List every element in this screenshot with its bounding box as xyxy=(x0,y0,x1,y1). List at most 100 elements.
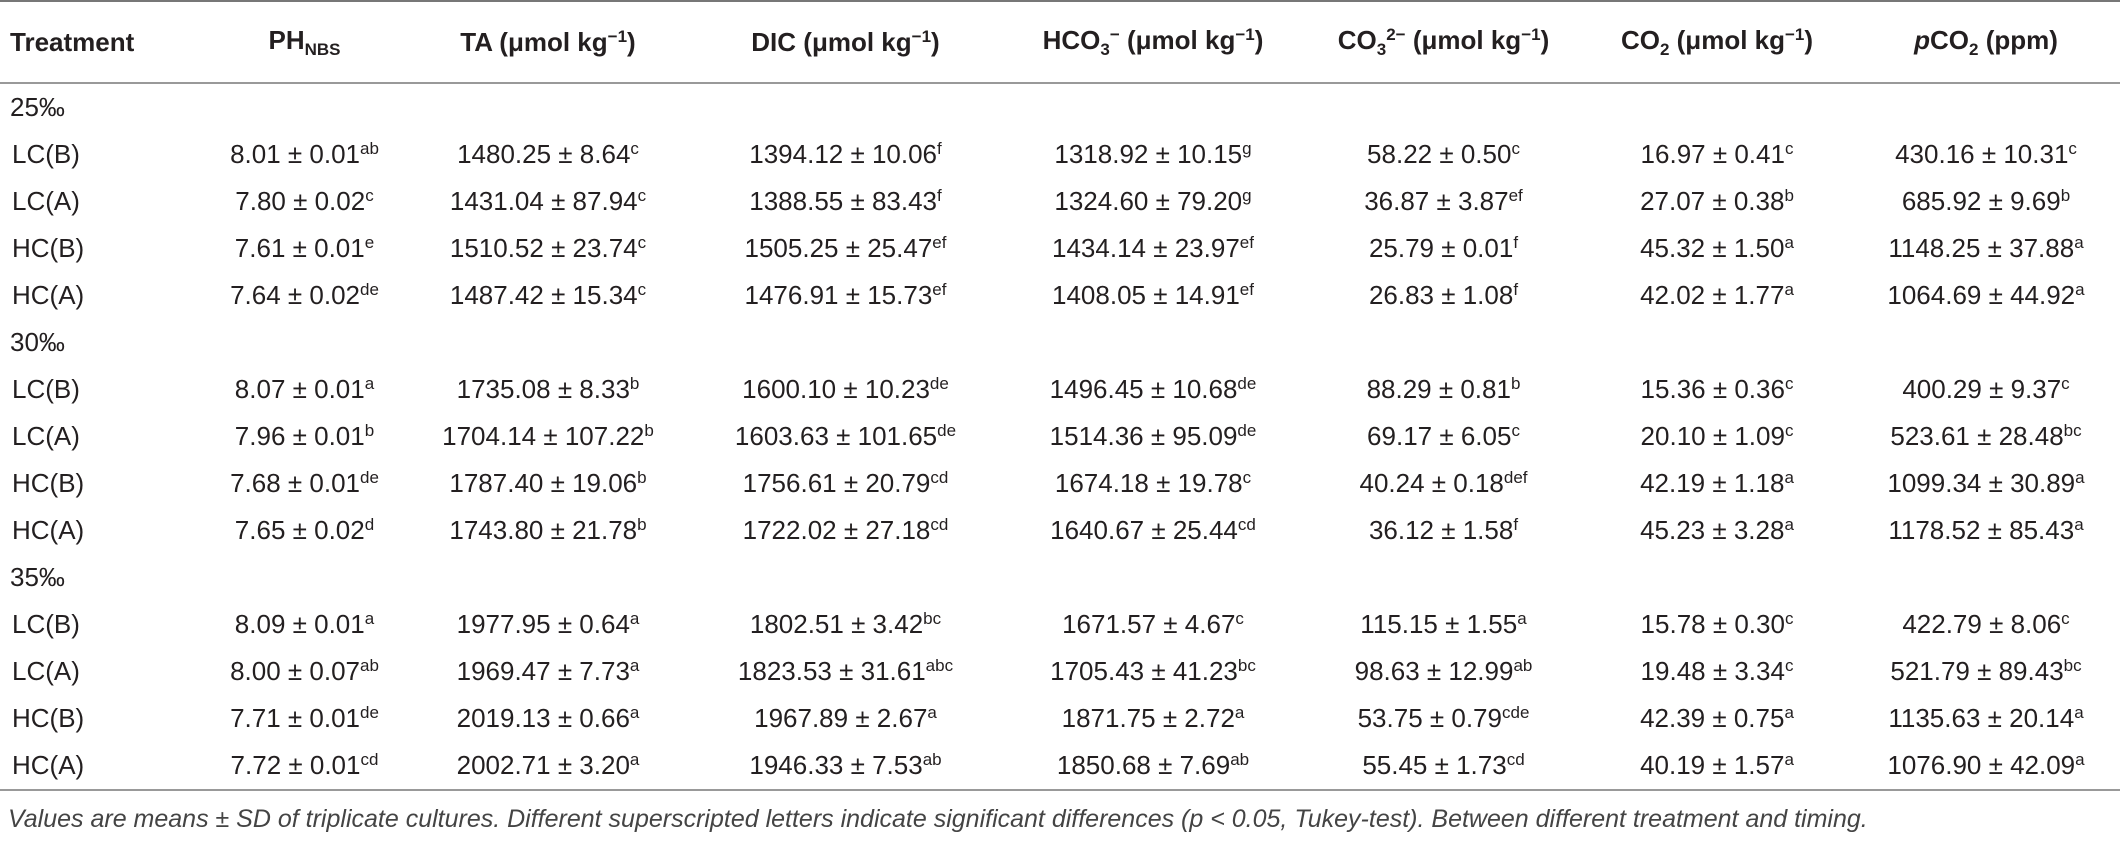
cell-value: 7.68 ± 0.01 xyxy=(230,468,360,498)
significance-letters: a xyxy=(1784,750,1794,769)
group-row: 25‰ xyxy=(0,83,2120,131)
header-text: −1 xyxy=(607,26,628,46)
cell: 1787.40 ± 19.06b xyxy=(406,460,690,507)
cell-value: 523.61 ± 28.48 xyxy=(1890,421,2064,451)
cell: 1318.92 ± 10.15g xyxy=(1001,131,1305,178)
cell: 1705.43 ± 41.23bc xyxy=(1001,648,1305,695)
header-text: (ppm) xyxy=(1978,24,2058,55)
cell-value: 1969.47 ± 7.73 xyxy=(456,656,630,686)
column-header: CO2 (μmol kg−1) xyxy=(1582,0,1852,84)
header-text: (μmol kg xyxy=(1119,24,1236,55)
cell: 1431.04 ± 87.94c xyxy=(406,178,690,225)
cell-value: 42.19 ± 1.18 xyxy=(1640,468,1785,498)
significance-letters: c xyxy=(1235,609,1244,628)
cell: 1743.80 ± 21.78b xyxy=(406,507,690,554)
treatment: LC(A) xyxy=(12,186,80,216)
significance-letters: de xyxy=(360,280,379,299)
cell: 7.64 ± 0.02de xyxy=(203,272,406,319)
cell-value: 2019.13 ± 0.66 xyxy=(456,703,630,733)
cell: 1514.36 ± 95.09de xyxy=(1001,413,1305,460)
column-header: PHNBS xyxy=(203,0,406,84)
cell: 1476.91 ± 15.73ef xyxy=(690,272,1001,319)
cell: 7.96 ± 0.01b xyxy=(203,413,406,460)
group-row: 35‰ xyxy=(0,554,2120,601)
cell-value: 88.29 ± 0.81 xyxy=(1366,374,1511,404)
significance-letters: a xyxy=(927,703,937,722)
significance-letters: abc xyxy=(925,656,954,675)
cell: 1969.47 ± 7.73a xyxy=(406,648,690,695)
cell: 40.24 ± 0.18def xyxy=(1305,460,1582,507)
cell: 7.68 ± 0.01de xyxy=(203,460,406,507)
cell: 58.22 ± 0.50c xyxy=(1305,131,1582,178)
data-table: Treatment PHNBS TA (μmol kg−1) DIC (μmol kg… xyxy=(0,0,2120,791)
cell-value: 400.29 ± 9.37 xyxy=(1902,374,2062,404)
cell: 19.48 ± 3.34c xyxy=(1582,648,1852,695)
significance-letters: cd xyxy=(930,515,949,534)
cell: 1871.75 ± 2.72a xyxy=(1001,695,1305,742)
cell: 7.65 ± 0.02d xyxy=(203,507,406,554)
cell-value: 521.79 ± 89.43 xyxy=(1890,656,2064,686)
header-text: −1 xyxy=(1235,24,1255,44)
cell-value: 1704.14 ± 107.22 xyxy=(442,421,645,451)
cell-value: 1967.89 ± 2.67 xyxy=(754,703,928,733)
significance-letters: a xyxy=(2074,233,2084,252)
cell-value: 1178.52 ± 85.43 xyxy=(1888,515,2075,545)
cell: 1496.45 ± 10.68de xyxy=(1001,366,1305,413)
cell: 45.23 ± 3.28a xyxy=(1582,507,1852,554)
cell-value: 1388.55 ± 83.43 xyxy=(749,186,938,216)
data-row: LC(A) 8.00 ± 0.07ab 1969.47 ± 7.73a 1823.53… xyxy=(0,648,2120,695)
treatment: HC(A) xyxy=(12,515,85,545)
cell: 1394.12 ± 10.06f xyxy=(690,131,1001,178)
significance-letters: de xyxy=(1237,374,1257,393)
significance-letters: ab xyxy=(922,750,942,769)
cell: 115.15 ± 1.55a xyxy=(1305,601,1582,648)
cell: 55.45 ± 1.73cd xyxy=(1305,742,1582,791)
cell: 1603.63 ± 101.65de xyxy=(690,413,1001,460)
significance-letters: b xyxy=(629,374,640,393)
significance-letters: cde xyxy=(1501,703,1530,722)
significance-letters: f xyxy=(1513,280,1519,299)
cell-value: 1671.57 ± 4.67 xyxy=(1062,609,1236,639)
significance-letters: a xyxy=(1784,468,1794,487)
group-label: 35‰ xyxy=(10,562,65,592)
significance-letters: b xyxy=(637,468,647,487)
significance-letters: a xyxy=(364,609,375,628)
significance-letters: c xyxy=(630,139,639,158)
cell-value: 1756.61 ± 20.79 xyxy=(742,468,931,498)
treatment: LC(B) xyxy=(12,609,80,639)
cell: 2019.13 ± 0.66a xyxy=(406,695,690,742)
cell-value: 1787.40 ± 19.06 xyxy=(449,468,638,498)
data-row: HC(B) 7.71 ± 0.01de 2019.13 ± 0.66a 1967.89… xyxy=(0,695,2120,742)
data-row: LC(B) 8.07 ± 0.01a 1735.08 ± 8.33b 1600.10 … xyxy=(0,366,2120,413)
cell: 1823.53 ± 31.61abc xyxy=(690,648,1001,695)
header-text: TA (μmol kg xyxy=(460,26,608,57)
cell-value: 69.17 ± 6.05 xyxy=(1367,421,1512,451)
cell-value: 42.02 ± 1.77 xyxy=(1640,280,1785,310)
cell-value: 7.80 ± 0.02 xyxy=(235,186,366,216)
cell-value: 25.79 ± 0.01 xyxy=(1368,233,1514,263)
significance-letters: a xyxy=(2074,703,2084,722)
header-text: 2− xyxy=(1386,24,1406,44)
cell-value: 1434.14 ± 23.97 xyxy=(1052,233,1240,263)
cell: 42.02 ± 1.77a xyxy=(1582,272,1852,319)
cell-value: 15.78 ± 0.30 xyxy=(1640,609,1785,639)
significance-letters: de xyxy=(937,421,957,440)
header-text: ) xyxy=(1540,24,1550,55)
cell-value: 7.65 ± 0.02 xyxy=(234,515,365,545)
header-text: 3 xyxy=(1376,39,1387,59)
cell: 88.29 ± 0.81b xyxy=(1305,366,1582,413)
data-row: LC(A) 7.96 ± 0.01b 1704.14 ± 107.22b 1603.6… xyxy=(0,413,2120,460)
data-row: LC(A) 7.80 ± 0.02c 1431.04 ± 87.94c 1388.55… xyxy=(0,178,2120,225)
significance-letters: cd xyxy=(1506,750,1525,769)
cell-value: 115.15 ± 1.55 xyxy=(1360,609,1518,639)
header-text: 3 xyxy=(1100,39,1110,59)
significance-letters: d xyxy=(364,515,375,534)
cell-value: 430.16 ± 10.31 xyxy=(1895,139,2069,169)
cell: 1135.63 ± 20.14a xyxy=(1852,695,2120,742)
cell-value: 45.23 ± 3.28 xyxy=(1640,515,1785,545)
cell: 523.61 ± 28.48bc xyxy=(1852,413,2120,460)
cell: 8.07 ± 0.01a xyxy=(203,366,406,413)
significance-letters: c xyxy=(1784,139,1794,158)
cell-value: 8.00 ± 0.07 xyxy=(230,656,360,686)
cell-value: 20.10 ± 1.09 xyxy=(1640,421,1785,451)
